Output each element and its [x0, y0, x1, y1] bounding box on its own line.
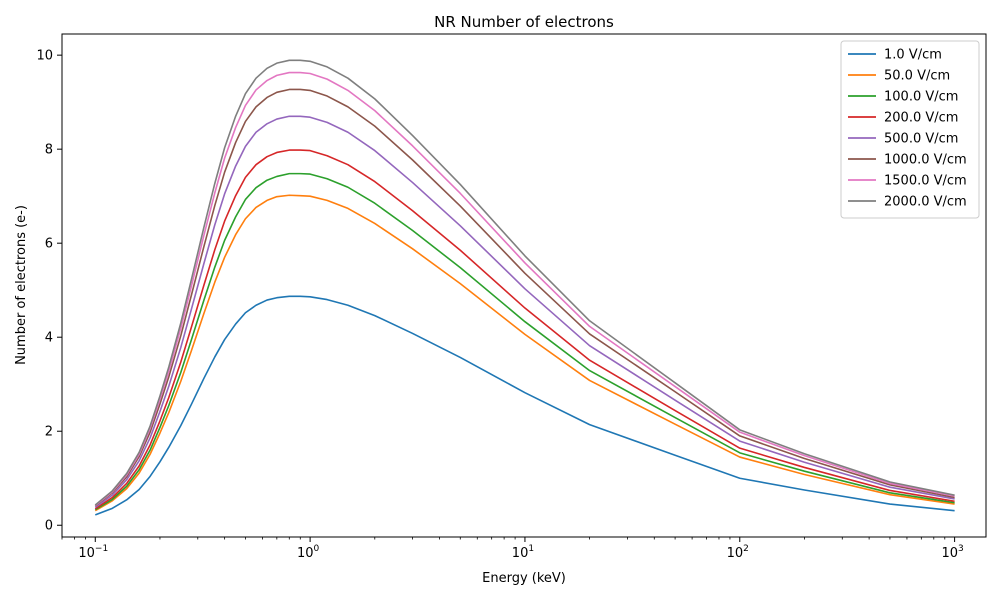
y-tick-label: 8	[45, 143, 53, 158]
legend-label: 1.0 V/cm	[884, 48, 942, 63]
series-line-4	[94, 115, 955, 509]
x-tick-label: 102	[727, 544, 749, 561]
series-line-0	[94, 295, 955, 516]
series-line-2	[94, 172, 955, 511]
series-line-3	[94, 149, 955, 510]
y-axis-title: Number of electrons (e-)	[14, 205, 29, 365]
y-tick-label: 10	[36, 49, 53, 64]
x-tick-label: 103	[941, 544, 963, 561]
x-tick-label: 10−1	[78, 544, 108, 561]
legend-label: 50.0 V/cm	[884, 69, 950, 84]
legend-box	[840, 40, 980, 219]
x-axis-title: Energy (keV)	[482, 571, 566, 586]
y-tick-label: 4	[45, 331, 53, 346]
series-line-6	[94, 71, 955, 507]
series-line-1	[94, 194, 955, 512]
legend-label: 200.0 V/cm	[884, 111, 958, 126]
y-axis: 0 2 4 6 8 10	[36, 49, 62, 534]
legend-label: 100.0 V/cm	[884, 90, 958, 105]
series-line-7	[94, 59, 955, 506]
legend-label: 500.0 V/cm	[884, 132, 958, 147]
y-tick-label: 2	[45, 425, 53, 440]
y-tick-label: 0	[45, 519, 53, 534]
y-tick-label: 6	[45, 237, 53, 252]
x-axis: 10−1 100 101 102 103	[61, 537, 964, 561]
plot-frame	[61, 33, 987, 538]
legend-label: 2000.0 V/cm	[884, 195, 967, 210]
legend-label: 1500.0 V/cm	[884, 174, 967, 189]
x-tick-label: 101	[512, 544, 534, 561]
legend-label: 1000.0 V/cm	[884, 153, 967, 168]
series-line-5	[94, 88, 955, 507]
legend: 1.0 V/cm 50.0 V/cm 100.0 V/cm 200.0 V/cm 500…	[840, 40, 980, 219]
chart-title: NR Number of electrons	[434, 13, 614, 31]
plot-lines	[94, 59, 955, 516]
x-tick-label: 100	[297, 544, 320, 561]
